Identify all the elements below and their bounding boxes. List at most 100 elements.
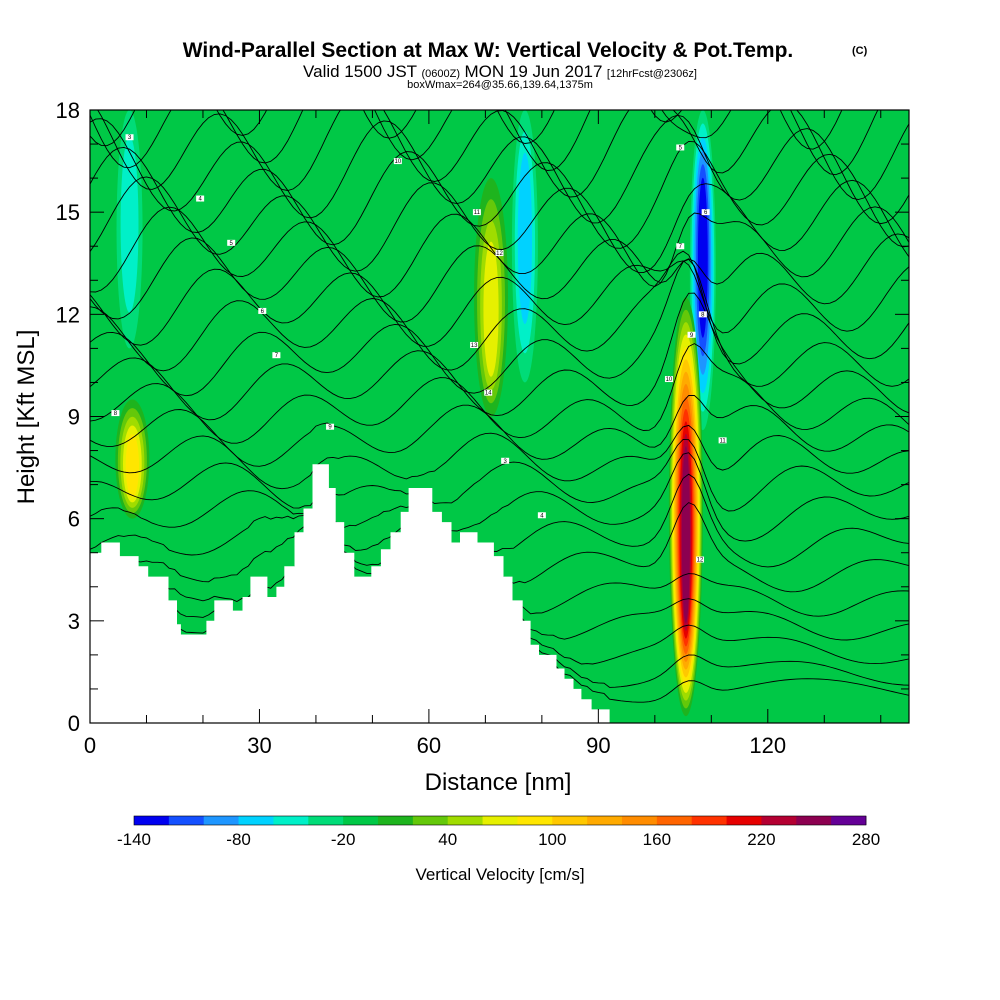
copyright-mark: (C) [852, 45, 868, 57]
chart-title: Wind-Parallel Section at Max W: Vertical… [183, 39, 794, 62]
isentrope-line [90, 110, 843, 150]
svg-text:8: 8 [114, 411, 118, 417]
colorbar-swatch [552, 816, 588, 825]
velocity-shell [517, 152, 533, 325]
updraft-core-1 [668, 297, 703, 717]
colorbar-swatch [238, 816, 274, 825]
isentrope-label: 5 [676, 144, 685, 151]
svg-text:9: 9 [690, 333, 694, 339]
isentrope-line [90, 260, 909, 347]
svg-text:8: 8 [701, 312, 705, 318]
isentrope-label: 7 [272, 352, 281, 359]
svg-text:5: 5 [230, 241, 234, 247]
box-info: boxWmax=264@35.66,139.64,1375m [407, 79, 593, 91]
isentrope-label: 8 [698, 311, 707, 318]
isentrope-label: 4 [537, 512, 546, 519]
x-axis-label: Distance [nm] [425, 769, 572, 796]
colorbar-swatch [203, 816, 239, 825]
colorbar-tick-label: 280 [852, 830, 880, 849]
colorbar-tick-label: 40 [438, 830, 457, 849]
x-tick-label: 0 [84, 733, 96, 758]
colorbar-swatch [761, 816, 797, 825]
colorbar-swatch [622, 816, 658, 825]
velocity-shell [681, 446, 690, 624]
downdraft-core-0 [689, 110, 716, 431]
isentrope-line [90, 176, 909, 274]
isentrope-line [90, 250, 909, 372]
isentrope-line [90, 452, 909, 542]
x-tick-label: 60 [417, 733, 441, 758]
subtitle-forecast: [12hrFcst@2306z] [607, 68, 697, 80]
svg-text:9: 9 [328, 425, 332, 431]
colorbar-swatch [447, 816, 483, 825]
isentrope-line [90, 438, 909, 512]
svg-text:13: 13 [471, 343, 478, 349]
isentrope-labels: 3 4 5 6 7 8 9 10 11 12 13 14 3 4 5 6 7 8 9 10 11 12 [111, 134, 727, 564]
colorbar-swatch [308, 816, 344, 825]
plot-area: 3 4 5 6 7 8 9 10 11 12 13 14 3 4 5 6 7 8 9 10 11 12 [90, 110, 909, 723]
downdraft-core-4 [511, 110, 538, 383]
isentrope-label: 11 [718, 437, 727, 444]
isentrope-label: 7 [676, 243, 685, 250]
isentrope-line [90, 140, 909, 249]
velocity-shell [120, 136, 139, 313]
isentrope-label: 12 [495, 250, 504, 257]
svg-text:7: 7 [275, 353, 279, 359]
colorbar-swatch [831, 816, 867, 825]
x-tick-label: 120 [749, 733, 786, 758]
isentrope-label: 10 [393, 158, 402, 165]
updraft-core-3 [115, 399, 150, 519]
svg-text:4: 4 [198, 197, 202, 203]
colorbar-swatch [343, 816, 379, 825]
y-tick-label: 9 [68, 405, 80, 430]
x-axis: 0 30 60 90 120 [84, 110, 882, 758]
svg-text:5: 5 [679, 145, 683, 151]
isentrope-line [90, 473, 909, 568]
subtitle-valid: Valid 1500 JST [303, 62, 417, 81]
colorbar-tick-label: -20 [331, 830, 356, 849]
isentrope-label: 13 [470, 341, 479, 349]
isentrope-line [90, 206, 909, 298]
svg-text:11: 11 [474, 210, 481, 216]
colorbar-swatch [726, 816, 762, 825]
isentrope-label: 12 [696, 556, 705, 564]
colorbar-swatch [168, 816, 205, 825]
y-tick-label: 18 [56, 98, 80, 123]
isentrope-label: 11 [472, 209, 481, 216]
svg-text:12: 12 [697, 558, 704, 564]
colorbar-swatch [378, 816, 414, 825]
isentrope-line [90, 110, 879, 176]
isentrope-label: 6 [701, 209, 710, 216]
isentrope-label: 8 [111, 410, 120, 417]
colorbar-tick-label: 100 [538, 830, 566, 849]
isentrope-label: 6 [258, 307, 267, 315]
y-tick-label: 0 [68, 711, 80, 736]
colorbar-swatch [134, 816, 170, 825]
svg-text:10: 10 [394, 159, 401, 165]
isentrope-line [90, 292, 909, 421]
colorbar-swatch [796, 816, 832, 825]
colorbar-swatch [482, 816, 518, 825]
svg-text:7: 7 [679, 244, 683, 250]
subtitle-utc: (0600Z) [422, 68, 461, 80]
svg-text:11: 11 [719, 438, 726, 444]
isentrope-line [90, 395, 909, 467]
isentrope-label: 9 [687, 331, 696, 339]
isentrope-line [90, 114, 909, 225]
y-tick-label: 12 [56, 302, 80, 327]
colorbar-tick-label: 160 [643, 830, 671, 849]
svg-text:3: 3 [128, 135, 132, 141]
svg-text:3: 3 [503, 459, 507, 465]
svg-text:14: 14 [485, 391, 492, 397]
isentrope-line [90, 258, 909, 397]
colorbar-frame [133, 815, 867, 826]
isentrope-label: 3 [125, 134, 134, 141]
chart-subtitle: Valid 1500 JST (0600Z) MON 19 Jun 2017 [… [303, 62, 697, 81]
y-axis: 0 3 6 9 12 15 18 [56, 98, 909, 736]
velocity-shell [125, 434, 140, 497]
x-tick-label: 90 [586, 733, 610, 758]
x-tick-label: 30 [247, 733, 271, 758]
colorbar-swatch [517, 816, 553, 825]
colorbar-swatch [587, 816, 623, 825]
